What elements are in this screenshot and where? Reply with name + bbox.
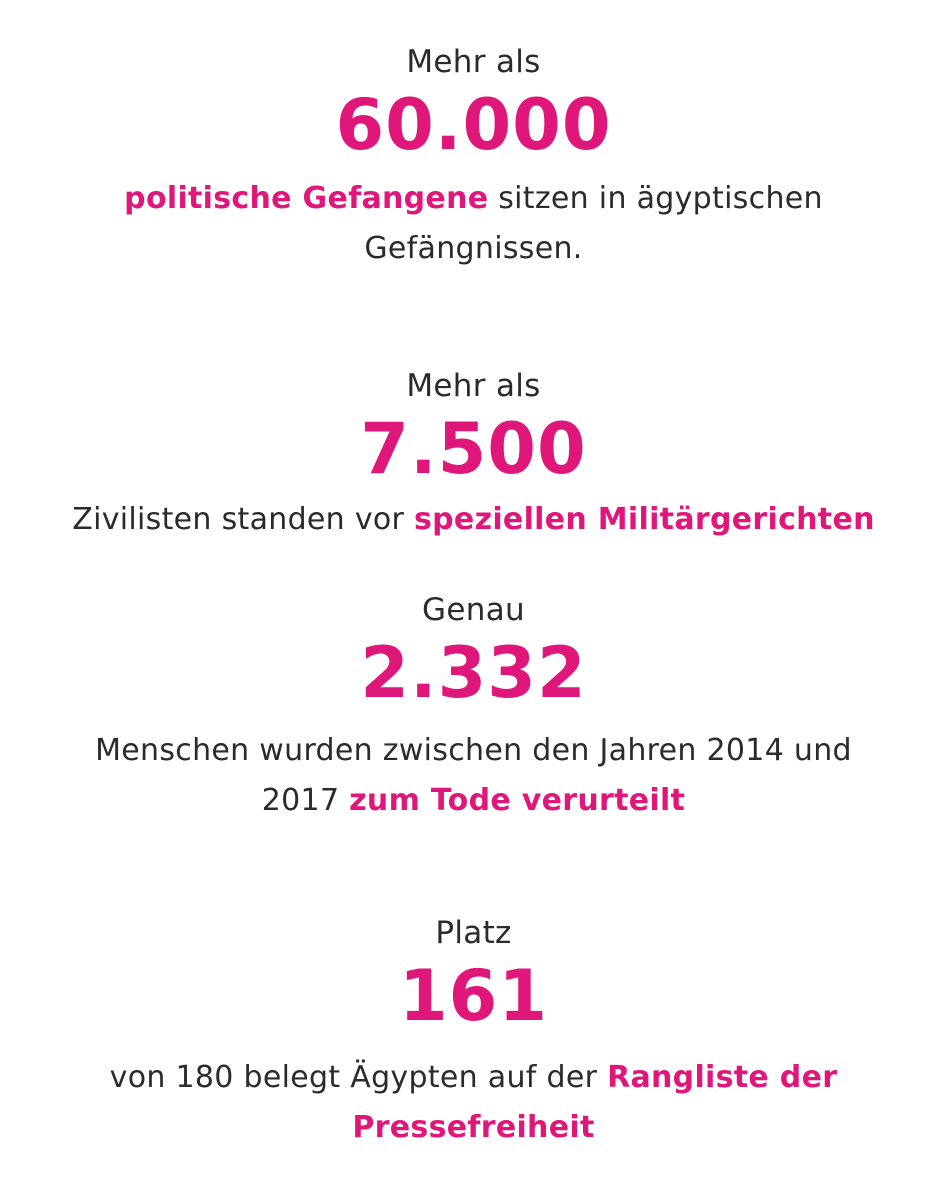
stat-highlight: politische Gefangene: [124, 181, 489, 216]
stat-description-text: von 180 belegt Ägypten auf der: [109, 1060, 608, 1095]
stat-intro: Genau: [422, 592, 525, 628]
stat-description: Menschen wurden zwischen den Jahren 2014…: [0, 726, 947, 826]
stat-number: 7.500: [360, 408, 587, 490]
stat-description-text: 2017: [261, 783, 350, 818]
stat-highlight: Pressefreiheit: [352, 1110, 595, 1145]
stat-block-death-sentences: Genau 2.332 Menschen wurden zwischen den…: [0, 590, 947, 826]
stat-description-text: Zivilisten standen vor: [72, 502, 414, 537]
stat-block-press-freedom: Platz 161 von 180 belegt Ägypten auf der…: [0, 913, 947, 1153]
stat-number: 161: [398, 955, 549, 1037]
stat-highlight: Rangliste der: [607, 1060, 838, 1095]
stat-intro: Platz: [435, 915, 512, 951]
stat-intro: Mehr als: [406, 368, 541, 404]
stat-number: 60.000: [335, 84, 612, 166]
stat-description-text: sitzen in ägyptischen: [488, 181, 823, 216]
stat-intro: Mehr als: [406, 44, 541, 80]
stat-highlight: speziellen Militärgerichten: [414, 502, 875, 537]
stat-number: 2.332: [360, 632, 587, 714]
stat-block-political-prisoners: Mehr als 60.000 politische Gefangene sit…: [0, 42, 947, 274]
stat-description-text: Menschen wurden zwischen den Jahren 2014…: [95, 733, 852, 768]
stat-block-military-courts: Mehr als 7.500 Zivilisten standen vor sp…: [0, 366, 947, 545]
stat-description-text: Gefängnissen.: [364, 231, 583, 266]
stat-description: von 180 belegt Ägypten auf der Rangliste…: [0, 1053, 947, 1153]
stat-description: politische Gefangene sitzen in ägyptisch…: [0, 174, 947, 274]
stat-description: Zivilisten standen vor speziellen Militä…: [0, 495, 947, 545]
stat-highlight: zum Tode verurteilt: [349, 783, 686, 818]
